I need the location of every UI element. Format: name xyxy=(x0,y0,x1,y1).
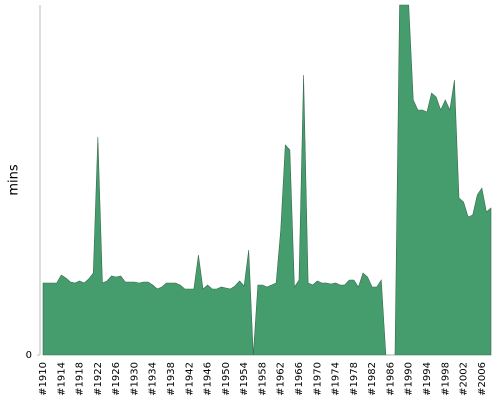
x-tick-label: #1990 xyxy=(404,362,415,396)
x-tick-label: #1930 xyxy=(129,362,140,396)
x-tick-label: #1914 xyxy=(56,362,67,396)
x-tick-label: #1938 xyxy=(166,362,177,396)
x-tick-label: #1978 xyxy=(349,362,360,396)
x-tick-label: #1910 xyxy=(38,362,49,396)
x-tick-label: #1926 xyxy=(111,362,122,396)
x-tick-label: #2002 xyxy=(459,362,470,396)
x-tick-label: #1986 xyxy=(385,362,396,396)
x-tick-label: #2006 xyxy=(477,362,488,396)
x-tick-label: #1934 xyxy=(148,362,159,396)
x-tick-label: #1998 xyxy=(440,362,451,396)
x-tick-label: #1922 xyxy=(93,362,104,396)
x-tick-label: #1958 xyxy=(257,362,268,396)
area xyxy=(42,4,492,356)
y-axis-label: mins xyxy=(7,164,22,196)
x-tick-label: #1994 xyxy=(422,362,433,396)
x-tick-label: #1918 xyxy=(75,362,86,396)
x-tick-label: #1942 xyxy=(184,362,195,396)
x-tick-label: #1982 xyxy=(367,362,378,396)
x-tick-label: #1962 xyxy=(276,362,287,396)
x-tick-label: #1974 xyxy=(331,362,342,396)
x-tick-label: #1966 xyxy=(294,362,305,396)
y-tick-label: 0 xyxy=(26,350,32,361)
x-tick-label: #1954 xyxy=(239,362,250,396)
x-tick-label: #1970 xyxy=(312,362,323,396)
x-tick-label: #1950 xyxy=(221,362,232,396)
x-tick-label: #1946 xyxy=(203,362,214,396)
